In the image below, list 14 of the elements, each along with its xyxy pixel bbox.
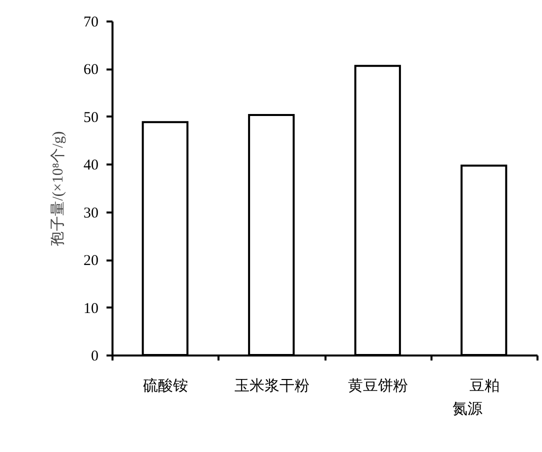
y-tick-label: 50 xyxy=(84,110,98,126)
y-tick-label: 30 xyxy=(84,205,98,222)
y-tick-label: 70 xyxy=(84,14,98,30)
x-axis-title: 氮源 xyxy=(452,400,482,418)
y-tick-label: 20 xyxy=(84,253,98,270)
y-axis-title: 孢子量/(×10⁸个/g) xyxy=(50,131,66,246)
y-tick-label: 0 xyxy=(91,348,98,364)
y-tick-label: 40 xyxy=(84,158,98,174)
x-tick-label: 硫酸铵 xyxy=(143,378,188,394)
x-tick-label: 黄豆饼粉 xyxy=(348,378,408,394)
x-tick-label: 豆粕 xyxy=(469,378,500,394)
x-tick-label: 玉米浆干粉 xyxy=(234,378,310,394)
y-tick-label: 10 xyxy=(84,300,98,317)
y-tick-label: 60 xyxy=(84,62,98,78)
